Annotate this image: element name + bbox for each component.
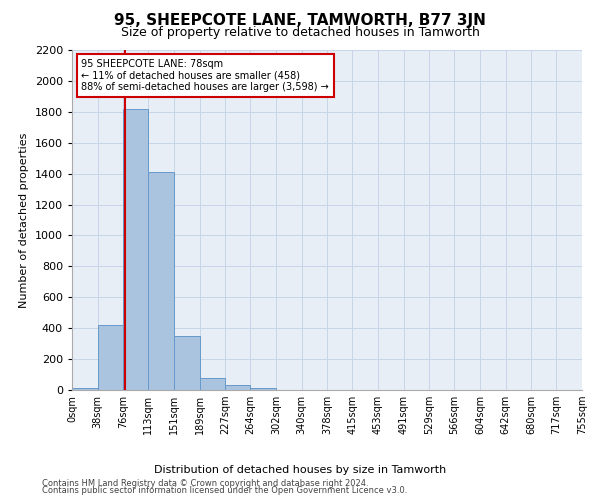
Text: Size of property relative to detached houses in Tamworth: Size of property relative to detached ho… [121,26,479,39]
Text: Contains public sector information licensed under the Open Government Licence v3: Contains public sector information licen… [42,486,407,495]
Text: 95 SHEEPCOTE LANE: 78sqm
← 11% of detached houses are smaller (458)
88% of semi-: 95 SHEEPCOTE LANE: 78sqm ← 11% of detach… [82,60,329,92]
Bar [200,378,226,390]
Bar [72,388,98,390]
Bar [98,325,124,390]
Bar [174,336,200,390]
Bar [226,384,250,390]
Bar [148,172,174,390]
Bar [250,388,276,390]
Text: 95, SHEEPCOTE LANE, TAMWORTH, B77 3JN: 95, SHEEPCOTE LANE, TAMWORTH, B77 3JN [114,12,486,28]
Text: Contains HM Land Registry data © Crown copyright and database right 2024.: Contains HM Land Registry data © Crown c… [42,478,368,488]
Y-axis label: Number of detached properties: Number of detached properties [19,132,29,308]
Bar [124,108,148,390]
Text: Distribution of detached houses by size in Tamworth: Distribution of detached houses by size … [154,465,446,475]
